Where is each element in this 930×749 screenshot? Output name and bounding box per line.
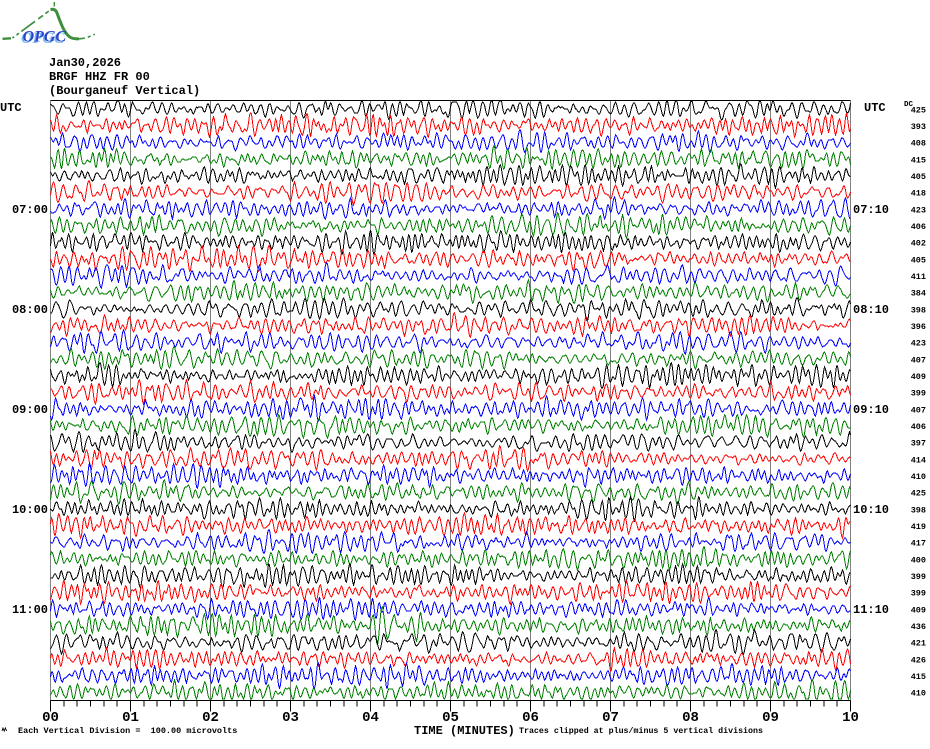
svg-text:08:10: 08:10 (853, 303, 889, 317)
svg-text:405: 405 (911, 172, 926, 182)
svg-text:Jan30,2026: Jan30,2026 (49, 56, 121, 70)
svg-text:426: 426 (911, 655, 926, 665)
svg-text:11:00: 11:00 (12, 603, 48, 617)
svg-text:399: 399 (911, 572, 926, 582)
svg-text:04: 04 (362, 710, 379, 726)
svg-text:410: 410 (911, 689, 926, 699)
svg-text:09:10: 09:10 (853, 403, 889, 417)
svg-text:399: 399 (911, 389, 926, 399)
svg-text:399: 399 (911, 589, 926, 599)
svg-text:398: 398 (911, 505, 926, 515)
svg-text:10:10: 10:10 (853, 503, 889, 517)
svg-text:417: 417 (911, 539, 926, 549)
svg-text:396: 396 (911, 322, 926, 332)
svg-text:OPGC: OPGC (21, 30, 65, 47)
svg-text:398: 398 (911, 305, 926, 315)
svg-text:402: 402 (911, 239, 926, 249)
svg-text:425: 425 (911, 105, 926, 115)
svg-text:408: 408 (911, 139, 926, 149)
svg-text:409: 409 (911, 605, 926, 615)
svg-text:406: 406 (911, 422, 926, 432)
svg-text:08: 08 (682, 710, 699, 726)
svg-text:384: 384 (911, 289, 926, 299)
svg-text:DC: DC (904, 101, 914, 109)
svg-text:UTC: UTC (864, 101, 886, 115)
svg-text:11:10: 11:10 (853, 603, 889, 617)
svg-text:393: 393 (911, 122, 926, 132)
svg-text:415: 415 (911, 155, 926, 165)
svg-text:397: 397 (911, 439, 926, 449)
svg-text:09:00: 09:00 (12, 403, 48, 417)
svg-text:07:10: 07:10 (853, 203, 889, 217)
svg-text:08:00: 08:00 (12, 303, 48, 317)
svg-text:409: 409 (911, 372, 926, 382)
svg-text:01: 01 (122, 710, 139, 726)
svg-text:06: 06 (522, 710, 539, 726)
svg-text:05: 05 (442, 710, 459, 726)
svg-text:10: 10 (842, 710, 859, 726)
svg-text:405: 405 (911, 255, 926, 265)
svg-text:425: 425 (911, 489, 926, 499)
svg-text:423: 423 (911, 339, 926, 349)
svg-text:411: 411 (911, 272, 926, 282)
svg-text:TIME (MINUTES): TIME (MINUTES) (414, 724, 515, 738)
svg-text:418: 418 (911, 189, 926, 199)
svg-text:410: 410 (911, 472, 926, 482)
svg-text:BRGF HHZ FR 00: BRGF HHZ FR 00 (49, 70, 150, 84)
svg-text:07:00: 07:00 (12, 203, 48, 217)
svg-text:UTC: UTC (0, 101, 22, 115)
svg-text:07: 07 (602, 710, 619, 726)
svg-text:10:00: 10:00 (12, 503, 48, 517)
svg-text:OPGC: OPGC (23, 28, 67, 45)
svg-text:Each Vertical Division = 100.: Each Vertical Division = 100.00 microvol… (18, 726, 237, 736)
svg-text:419: 419 (911, 522, 926, 532)
svg-text:407: 407 (911, 355, 926, 365)
svg-text:415: 415 (911, 672, 926, 682)
svg-text:03: 03 (282, 710, 299, 726)
svg-text:09: 09 (762, 710, 779, 726)
svg-text:421: 421 (911, 639, 926, 649)
svg-text:406: 406 (911, 222, 926, 232)
svg-text:02: 02 (202, 710, 219, 726)
svg-text:400: 400 (911, 555, 926, 565)
svg-text:436: 436 (911, 622, 926, 632)
svg-text:423: 423 (911, 205, 926, 215)
svg-text:Traces clipped at plus/minus 5: Traces clipped at plus/minus 5 vertical … (519, 726, 763, 736)
svg-text:414: 414 (911, 455, 926, 465)
svg-text:407: 407 (911, 405, 926, 415)
svg-text:(Bourganeuf Vertical): (Bourganeuf Vertical) (49, 84, 200, 98)
svg-text:00: 00 (42, 710, 59, 726)
